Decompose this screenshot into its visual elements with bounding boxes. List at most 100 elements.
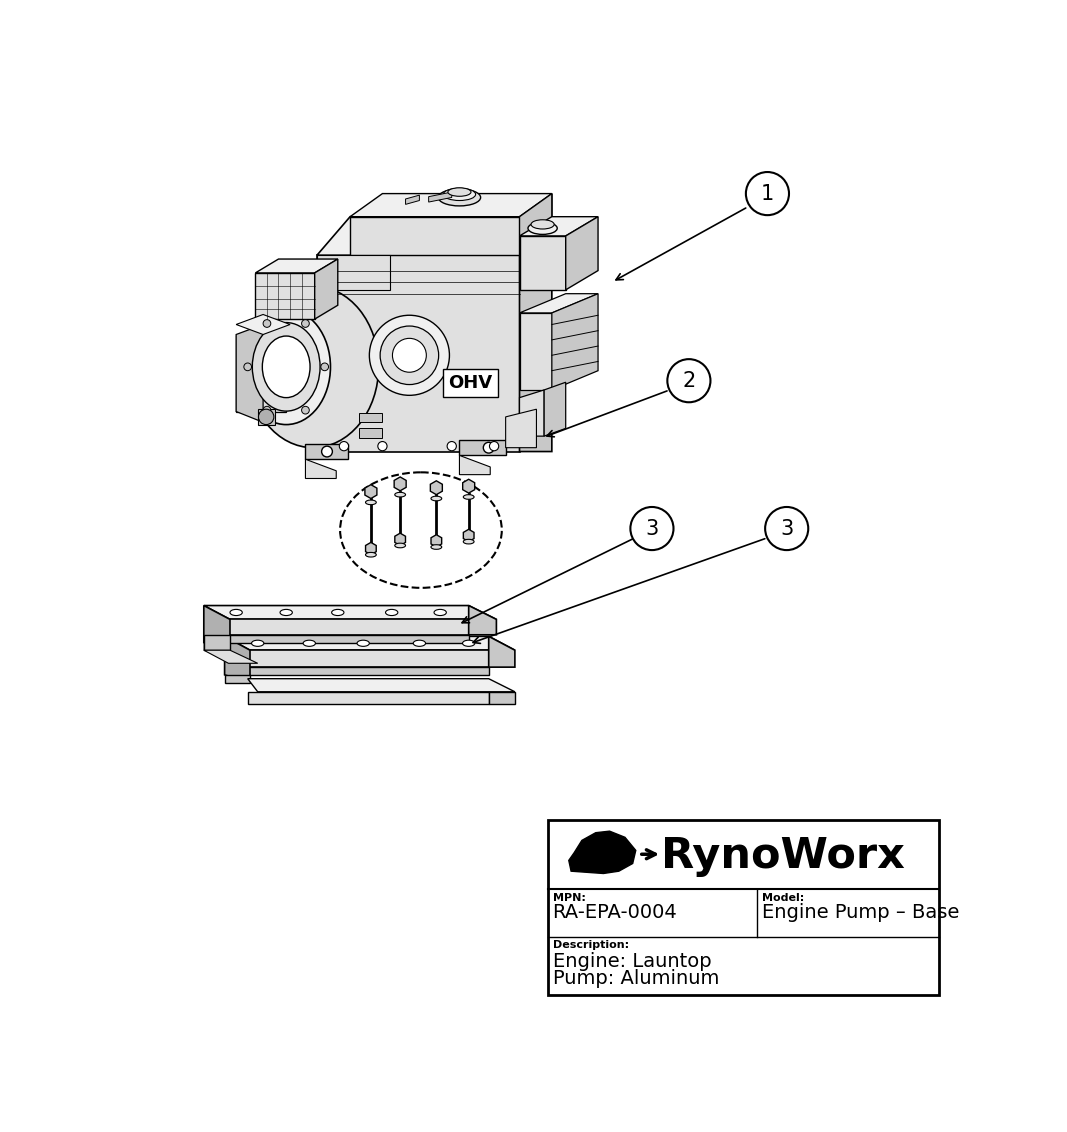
Ellipse shape [332,609,344,616]
Polygon shape [258,409,274,424]
Polygon shape [520,194,552,255]
Circle shape [244,363,252,370]
Ellipse shape [303,641,316,646]
Text: Engine Pump – Base: Engine Pump – Base [762,902,959,921]
Ellipse shape [395,492,405,497]
Ellipse shape [431,496,442,500]
Polygon shape [430,481,443,495]
Polygon shape [317,216,520,255]
Polygon shape [236,348,286,400]
Polygon shape [520,216,598,235]
Polygon shape [224,675,250,683]
Polygon shape [224,636,250,683]
Polygon shape [489,692,515,704]
Polygon shape [305,444,348,460]
Polygon shape [506,409,537,447]
Circle shape [490,441,498,451]
Ellipse shape [242,309,331,424]
Polygon shape [463,479,475,494]
Polygon shape [204,606,496,619]
Polygon shape [204,635,468,643]
Polygon shape [429,192,451,201]
Polygon shape [317,255,391,290]
Polygon shape [317,255,520,452]
Ellipse shape [413,641,426,646]
Text: 1: 1 [761,183,774,204]
FancyBboxPatch shape [443,369,498,397]
Polygon shape [468,606,496,635]
Text: 3: 3 [780,518,794,539]
Circle shape [302,319,309,327]
Circle shape [339,441,349,451]
Text: Description:: Description: [553,941,628,951]
Text: OHV: OHV [448,374,492,392]
Text: MPN:: MPN: [553,893,586,902]
Polygon shape [255,259,338,273]
Polygon shape [204,635,230,650]
Polygon shape [224,667,489,675]
Ellipse shape [252,323,320,411]
Circle shape [302,406,309,414]
Circle shape [369,315,449,395]
Ellipse shape [262,336,310,397]
Polygon shape [569,831,636,874]
Polygon shape [305,460,336,479]
Polygon shape [405,195,419,205]
Text: RA-EPA-0004: RA-EPA-0004 [553,902,678,921]
Circle shape [667,359,711,402]
Ellipse shape [230,609,242,616]
Polygon shape [520,194,552,452]
Ellipse shape [357,641,369,646]
Polygon shape [544,383,566,436]
Polygon shape [460,440,506,455]
Polygon shape [360,428,382,438]
Ellipse shape [528,222,557,234]
Circle shape [264,406,271,414]
Circle shape [447,441,457,451]
Circle shape [483,443,494,453]
Ellipse shape [434,609,446,616]
Ellipse shape [248,286,379,447]
Polygon shape [365,484,377,498]
Polygon shape [366,542,377,555]
Polygon shape [350,194,552,216]
Ellipse shape [366,552,377,557]
Polygon shape [520,312,552,389]
Polygon shape [204,619,468,635]
Ellipse shape [431,544,442,549]
Text: RynoWorx: RynoWorx [660,834,905,877]
Circle shape [765,507,809,550]
Circle shape [378,441,387,451]
Polygon shape [520,293,598,312]
Polygon shape [204,606,230,650]
Polygon shape [395,533,405,546]
Ellipse shape [531,220,554,229]
Circle shape [258,409,274,424]
Polygon shape [224,636,515,650]
Circle shape [393,338,427,372]
Polygon shape [236,334,286,348]
Polygon shape [315,259,338,319]
Ellipse shape [462,641,475,646]
Polygon shape [460,455,490,474]
Polygon shape [566,216,598,290]
Ellipse shape [280,609,292,616]
Polygon shape [552,293,598,389]
Ellipse shape [463,495,474,499]
Text: Pump: Aluminum: Pump: Aluminum [553,969,719,988]
Ellipse shape [443,188,476,200]
Text: 2: 2 [682,370,696,391]
Ellipse shape [448,188,471,196]
FancyBboxPatch shape [548,820,939,995]
Ellipse shape [252,641,264,646]
Text: Engine: Launtop: Engine: Launtop [553,952,712,971]
Circle shape [264,319,271,327]
Polygon shape [431,534,442,547]
Ellipse shape [439,189,480,206]
Circle shape [321,446,333,457]
Polygon shape [224,650,489,667]
Polygon shape [236,400,286,412]
Polygon shape [520,389,544,436]
Circle shape [746,172,789,215]
Polygon shape [463,530,474,541]
